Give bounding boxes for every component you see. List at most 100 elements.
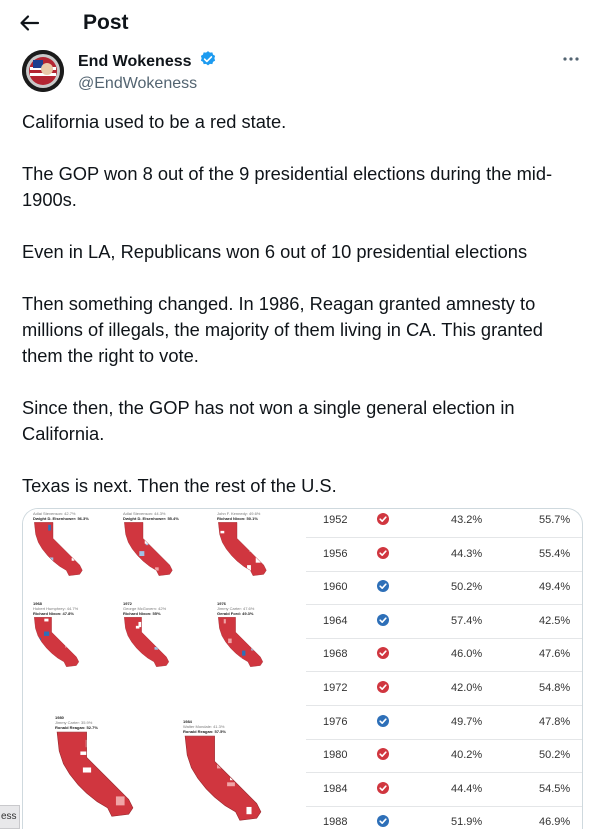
map-winner: Ronald Reagan: 57.5% (183, 729, 226, 734)
vote-share-cell: 54.8% (539, 682, 571, 694)
vote-share-cell: 43.2% (451, 514, 483, 526)
tweet-paragraph: Since then, the GOP has not won a single… (22, 397, 515, 444)
vote-share-cell: 49.7% (451, 715, 483, 728)
map-year: 1972 (123, 601, 132, 606)
back-button[interactable] (18, 12, 48, 38)
tweet-paragraph: California used to be a red state. (22, 111, 287, 132)
republican-win-icon (377, 748, 389, 761)
map-loser: Jimmy Carter: 47.6% (217, 606, 255, 611)
election-map: 1980 Jimmy Carter: 35.9% Ronald Reagan: 52… (55, 715, 135, 828)
election-map: Adlai Stevenson: 44.3% Dwight D. Eisenhow… (123, 511, 185, 577)
verified-badge-icon (199, 50, 217, 73)
avatar[interactable] (22, 50, 64, 92)
table-row: 1972 42.0% 54.8% (306, 672, 582, 706)
vote-share-cell: 44.4% (451, 782, 483, 795)
tweet-text: California used to be a red state. The G… (22, 109, 587, 499)
vote-share-cell: 55.7% (539, 514, 571, 526)
map-loser: Walter Mondale: 41.3% (183, 724, 225, 729)
republican-win-icon (377, 647, 389, 660)
year-cell: 1960 (323, 581, 348, 594)
tweet-paragraph: Even in LA, Republicans won 6 out of 10 … (22, 241, 528, 262)
election-map: 1972 George McGovern: 42% Richard Nixon: 5… (123, 601, 185, 668)
author-block: End Wokeness @EndWokeness (78, 50, 217, 93)
election-map: 1968 Hubert Humphrey: 44.7% Richard Nixon:… (33, 601, 95, 668)
map-winner: Gerald Ford: 49.3% (217, 611, 254, 616)
table-row: 1952 43.2% 55.7% (306, 509, 582, 538)
side-tab[interactable]: ess (0, 805, 20, 829)
tweet-paragraph: The GOP won 8 out of the 9 presidential … (22, 163, 553, 210)
map-year: 1968 (33, 601, 42, 606)
democrat-win-icon (377, 714, 389, 727)
map-winner: Dwight D. Eisenhower: 56.3% (33, 516, 89, 521)
election-maps-image: Adlai Stevenson: 42.7% Dwight D. Eisenhow… (23, 509, 306, 829)
year-cell: 1980 (323, 749, 348, 762)
election-map: John F. Kennedy: 49.6% Richard Nixon: 50.… (217, 511, 279, 577)
map-loser: Jimmy Carter: 35.9% (55, 720, 93, 725)
year-cell: 1956 (323, 547, 348, 560)
tweet-paragraph: Then something changed. In 1986, Reagan … (22, 293, 543, 366)
vote-share-cell: 40.2% (451, 749, 483, 762)
post-header: Post (0, 0, 599, 50)
table-row: 1988 51.9% 46.9% (306, 806, 582, 829)
map-loser: John F. Kennedy: 49.6% (217, 511, 261, 516)
vote-share-cell: 54.5% (539, 782, 571, 795)
more-options-button[interactable] (562, 50, 580, 73)
tweet-paragraph: Texas is next. Then the rest of the U.S. (22, 475, 337, 496)
page-title: Post (83, 11, 129, 34)
vote-share-cell: 50.2% (539, 749, 571, 762)
year-cell: 1964 (323, 614, 348, 627)
more-horizontal-icon (562, 55, 580, 72)
table-row: 1960 50.2% 49.4% (306, 571, 582, 606)
democrat-win-icon (377, 815, 389, 828)
map-winner: Richard Nixon: 50.1% (217, 516, 258, 521)
year-cell: 1976 (323, 715, 348, 728)
vote-share-cell: 49.4% (539, 581, 571, 594)
democrat-win-icon (377, 613, 389, 626)
election-results-table: 1952 43.2% 55.7% 1956 44.3% 55.4% 1960 50.2% 49.… (306, 509, 582, 829)
map-winner: Dwight D. Eisenhower: 55.4% (123, 516, 179, 521)
map-loser: Adlai Stevenson: 44.3% (123, 511, 166, 516)
vote-share-cell: 44.3% (451, 547, 483, 560)
vote-share-cell: 57.4% (451, 614, 483, 627)
table-row: 1976 49.7% 47.8% (306, 706, 582, 740)
map-year: 1984 (183, 719, 192, 724)
year-cell: 1988 (323, 816, 348, 829)
democrat-win-icon (377, 580, 389, 593)
map-loser: Hubert Humphrey: 44.7% (33, 606, 79, 611)
republican-win-icon (377, 681, 389, 693)
map-winner: Richard Nixon: 55% (123, 611, 161, 616)
handle[interactable]: @EndWokeness (78, 75, 198, 92)
display-name[interactable]: End Wokeness (78, 52, 192, 70)
vote-share-cell: 51.9% (451, 816, 483, 829)
election-map: Adlai Stevenson: 42.7% Dwight D. Eisenhow… (33, 511, 95, 577)
map-winner: Richard Nixon: 47.8% (33, 611, 74, 616)
map-loser: George McGovern: 42% (123, 606, 167, 611)
year-cell: 1968 (323, 648, 348, 661)
map-winner: Ronald Reagan: 52.7% (55, 725, 98, 730)
table-row: 1984 44.4% 54.5% (306, 773, 582, 807)
map-year: 1976 (217, 601, 226, 606)
election-map: 1976 Jimmy Carter: 47.6% Gerald Ford: 49.3… (217, 601, 279, 668)
vote-share-cell: 46.9% (539, 816, 571, 829)
vote-share-cell: 50.2% (451, 581, 483, 594)
table-row: 1980 40.2% 50.2% (306, 739, 582, 774)
election-map: 1984 Walter Mondale: 41.3% Ronald Reagan: … (183, 719, 263, 828)
vote-share-cell: 47.8% (539, 715, 571, 728)
vote-share-cell: 55.4% (539, 547, 571, 560)
vote-share-cell: 42.5% (539, 614, 571, 627)
republican-win-icon (377, 513, 389, 525)
table-row: 1956 44.3% 55.4% (306, 538, 582, 572)
republican-win-icon (377, 546, 389, 559)
arrow-left-icon (18, 12, 48, 34)
year-cell: 1952 (323, 514, 348, 526)
table-row: 1968 46.0% 47.6% (306, 638, 582, 673)
vote-share-cell: 47.6% (539, 648, 571, 661)
year-cell: 1984 (323, 782, 348, 795)
vote-share-cell: 46.0% (451, 648, 483, 661)
table-row: 1964 57.4% 42.5% (306, 605, 582, 639)
vote-share-cell: 42.0% (451, 682, 483, 694)
map-year: 1980 (55, 715, 64, 720)
republican-win-icon (377, 781, 389, 794)
map-loser: Adlai Stevenson: 42.7% (33, 511, 76, 516)
tweet-media[interactable]: Adlai Stevenson: 42.7% Dwight D. Eisenhow… (22, 508, 583, 829)
